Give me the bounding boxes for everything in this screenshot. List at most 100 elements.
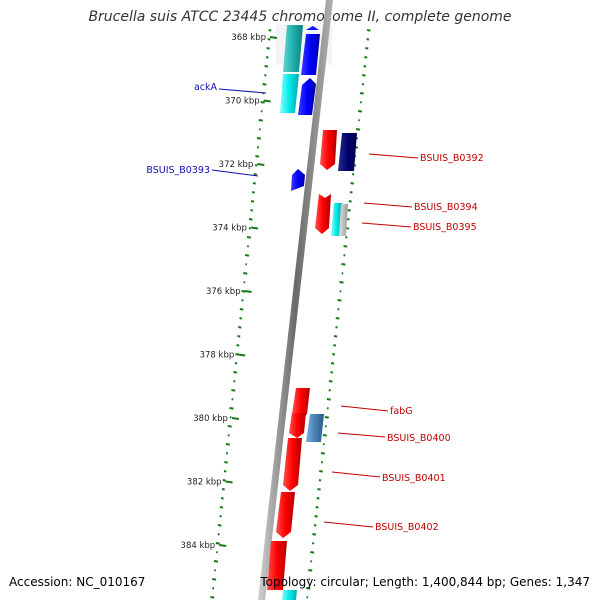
gc-tick (258, 128, 262, 131)
gc-tick (364, 56, 368, 59)
gc-tick (235, 353, 239, 356)
gc-tick (221, 488, 225, 491)
gc-tick (217, 524, 222, 527)
gc-tick (324, 425, 327, 428)
scale-tick (225, 480, 233, 484)
gc-tick (258, 119, 263, 122)
gene-feature (301, 34, 320, 75)
scale-tick-label: 368 kbp (231, 33, 266, 43)
scale-tick-label: 380 kbp (193, 414, 228, 424)
gene-feature (320, 130, 337, 170)
connector-line (331, 471, 381, 478)
scale-tick (231, 417, 240, 420)
gene-feature (276, 492, 295, 538)
gc-tick (246, 245, 250, 248)
gene-feature (306, 26, 319, 30)
gc-tick (215, 551, 219, 554)
map-title: Brucella suis ATCC 23445 chromosome II, … (88, 9, 512, 25)
gc-tick (212, 587, 215, 590)
gc-tick (324, 416, 329, 419)
gc-tick (310, 560, 313, 563)
gc-tick (250, 200, 255, 203)
scale-tick-label: 372 kbp (219, 160, 254, 170)
gc-tick (260, 110, 263, 113)
gene-label-bsuis-b0400: BSUIS_B0400 (387, 433, 451, 444)
gc-tick (306, 587, 311, 590)
gc-tick (339, 281, 344, 284)
gc-tick (243, 281, 246, 284)
gc-tick (339, 290, 342, 293)
gc-tick (361, 83, 365, 86)
gc-tick (245, 263, 248, 266)
scale-tick (257, 163, 265, 166)
gc-tick (256, 146, 260, 149)
gc-tick (314, 515, 318, 518)
gene-label-bsuis-b0395: BSUIS_B0395 (413, 222, 477, 233)
gc-tick (251, 191, 256, 194)
gc-tick (326, 407, 329, 410)
gc-tick (210, 596, 215, 599)
gc-tick (330, 371, 334, 374)
gc-tick (231, 398, 234, 401)
gene-feature (331, 203, 342, 236)
gc-tick (333, 335, 338, 338)
gc-tick (310, 551, 315, 554)
gc-tick (363, 65, 367, 68)
gc-tick (330, 362, 335, 365)
scale-tick-label: 374 kbp (212, 224, 247, 234)
gc-tick (248, 227, 252, 230)
gc-tick (253, 173, 258, 176)
gc-tick (213, 560, 219, 563)
forward-genes (280, 25, 320, 191)
gc-tick (335, 326, 338, 329)
gc-tick (213, 569, 217, 572)
gc-tick (250, 209, 254, 212)
gc-tick (215, 542, 220, 545)
gc-tick (349, 191, 353, 194)
gene-feature (283, 438, 302, 491)
gc-tick (333, 344, 337, 347)
gc-content-track-right (306, 29, 371, 599)
gene-feature (338, 133, 357, 171)
gc-tick (343, 245, 348, 248)
gene-feature (298, 78, 316, 115)
gc-tick (265, 56, 269, 59)
accession-label: Accession: NC_010167 (9, 575, 146, 589)
gene-feature (280, 74, 299, 113)
gc-tick (241, 299, 244, 302)
gc-tick (313, 524, 317, 527)
gc-tick (222, 479, 226, 482)
gc-tick (252, 182, 256, 185)
gc-tick (254, 164, 258, 167)
gc-tick (264, 65, 269, 68)
connector-line (323, 521, 374, 528)
gc-tick (308, 569, 313, 572)
scale-tick (238, 353, 246, 357)
gene-feature (291, 169, 305, 191)
gc-tick (320, 452, 326, 455)
gene-feature (283, 25, 303, 72)
gene-feature (289, 413, 306, 438)
connector-line (361, 222, 412, 228)
gene-feature (267, 541, 287, 590)
connector-line (211, 169, 259, 177)
gc-tick (217, 533, 220, 536)
scale-tick (219, 544, 227, 547)
gc-tick (244, 254, 250, 257)
gc-tick (225, 452, 229, 455)
gc-tick (220, 497, 224, 500)
scale-tick-label: 382 kbp (187, 478, 222, 488)
gc-tick (350, 182, 354, 185)
connector-line (337, 432, 386, 438)
gc-tick (233, 380, 236, 383)
gc-tick (348, 200, 352, 203)
gc-tick (322, 443, 326, 446)
gene-label-bsuis-b0394: BSUIS_B0394 (414, 202, 478, 213)
reverse-genes (267, 130, 357, 600)
gc-tick (312, 533, 317, 536)
gc-tick (224, 461, 228, 464)
gc-tick (332, 353, 336, 356)
gene-label-bsuis-b0401: BSUIS_B0401 (382, 473, 446, 484)
scale-tick (250, 226, 259, 230)
